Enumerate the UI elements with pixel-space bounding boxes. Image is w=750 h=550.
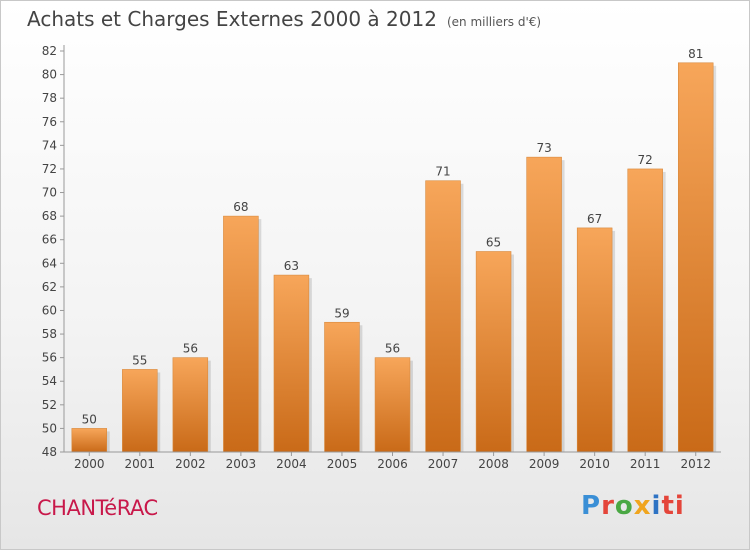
x-tick-label: 2001 — [125, 457, 156, 471]
bar-value-label: 56 — [183, 342, 198, 356]
brand-letter: o — [614, 491, 634, 521]
bar-value-label: 56 — [385, 342, 400, 356]
brand-letter: i — [651, 491, 662, 521]
y-tick-label: 68 — [42, 209, 57, 223]
chart-subtitle: (en milliers d'€) — [446, 15, 542, 29]
y-tick-label: 52 — [42, 398, 57, 412]
bar-value-label: 55 — [132, 353, 147, 367]
bar-2006 — [374, 357, 411, 453]
x-tick-label: 2012 — [680, 457, 711, 471]
y-tick-label: 56 — [42, 351, 57, 365]
bar-value-label: 67 — [587, 212, 602, 226]
y-tick-label: 48 — [42, 445, 57, 459]
bar-2008 — [475, 251, 512, 453]
bar-value-label: 71 — [435, 165, 450, 179]
y-tick-label: 50 — [42, 421, 57, 435]
x-tick-label: 2008 — [478, 457, 509, 471]
y-tick-label: 80 — [42, 68, 57, 82]
bars-group: 50 55 56 68 63 59 56 71 65 73 67 72 81 — [71, 47, 717, 453]
chart-title-text: Achats et Charges Externes 2000 à 2012 — [27, 7, 437, 31]
x-tick-label: 2002 — [175, 457, 206, 471]
bar-value-label: 72 — [638, 153, 653, 167]
y-tick-label: 58 — [42, 327, 57, 341]
x-tick-label: 2007 — [428, 457, 459, 471]
bar-value-label: 81 — [688, 47, 703, 61]
bar-2010 — [576, 227, 613, 453]
x-tick-label: 2000 — [74, 457, 105, 471]
chart-title: Achats et Charges Externes 2000 à 2012 (e… — [27, 7, 541, 31]
x-tick-label: 2009 — [529, 457, 560, 471]
y-tick-label: 72 — [42, 162, 57, 176]
y-tick-label: 74 — [42, 138, 57, 152]
x-tick-label: 2010 — [579, 457, 610, 471]
y-tick-label: 60 — [42, 303, 57, 317]
bar-2012 — [677, 62, 714, 453]
bar-2005 — [324, 321, 360, 453]
bar-2001 — [122, 369, 158, 453]
y-tick-label: 76 — [42, 115, 57, 129]
y-tick-label: 70 — [42, 186, 57, 200]
bar-2004 — [273, 274, 310, 453]
brand-letter: P — [581, 491, 602, 521]
brand-letter: ti — [661, 491, 685, 521]
bar-2009 — [526, 156, 562, 453]
bar-2002 — [172, 357, 209, 453]
x-tick-label: 2006 — [377, 457, 408, 471]
y-tick-label: 66 — [42, 233, 57, 247]
bar-value-label: 59 — [334, 306, 349, 320]
bar-2000 — [71, 428, 108, 453]
bar-2003 — [223, 215, 259, 453]
bar-value-label: 50 — [82, 412, 97, 426]
y-tick-label: 64 — [42, 256, 57, 270]
place-name: CHANTéRAC — [37, 496, 158, 520]
y-tick-label: 62 — [42, 280, 57, 294]
brand-letter: r — [601, 491, 615, 521]
bar-2007 — [425, 180, 461, 453]
x-tick-label: 2011 — [630, 457, 661, 471]
x-axis: 2000 2001 2002 2003 2004 2005 2006 2007 2008 2009… — [64, 451, 721, 471]
x-tick-label: 2005 — [327, 457, 358, 471]
proxiti-logo: Proxiti — [581, 491, 685, 521]
y-tick-label: 82 — [42, 44, 57, 58]
bar-value-label: 65 — [486, 236, 501, 250]
y-tick-label: 78 — [42, 91, 57, 105]
bar-value-label: 73 — [536, 141, 551, 155]
brand-letter: x — [633, 491, 652, 521]
bar-2011 — [627, 168, 663, 453]
y-axis: 48 50 52 54 56 58 60 62 64 66 68 70 72 74 76 78 80 82 — [42, 44, 65, 459]
y-tick-label: 54 — [42, 374, 57, 388]
x-tick-label: 2004 — [276, 457, 307, 471]
bar-value-label: 63 — [284, 259, 299, 273]
x-tick-label: 2003 — [226, 457, 257, 471]
bar-value-label: 68 — [233, 200, 248, 214]
